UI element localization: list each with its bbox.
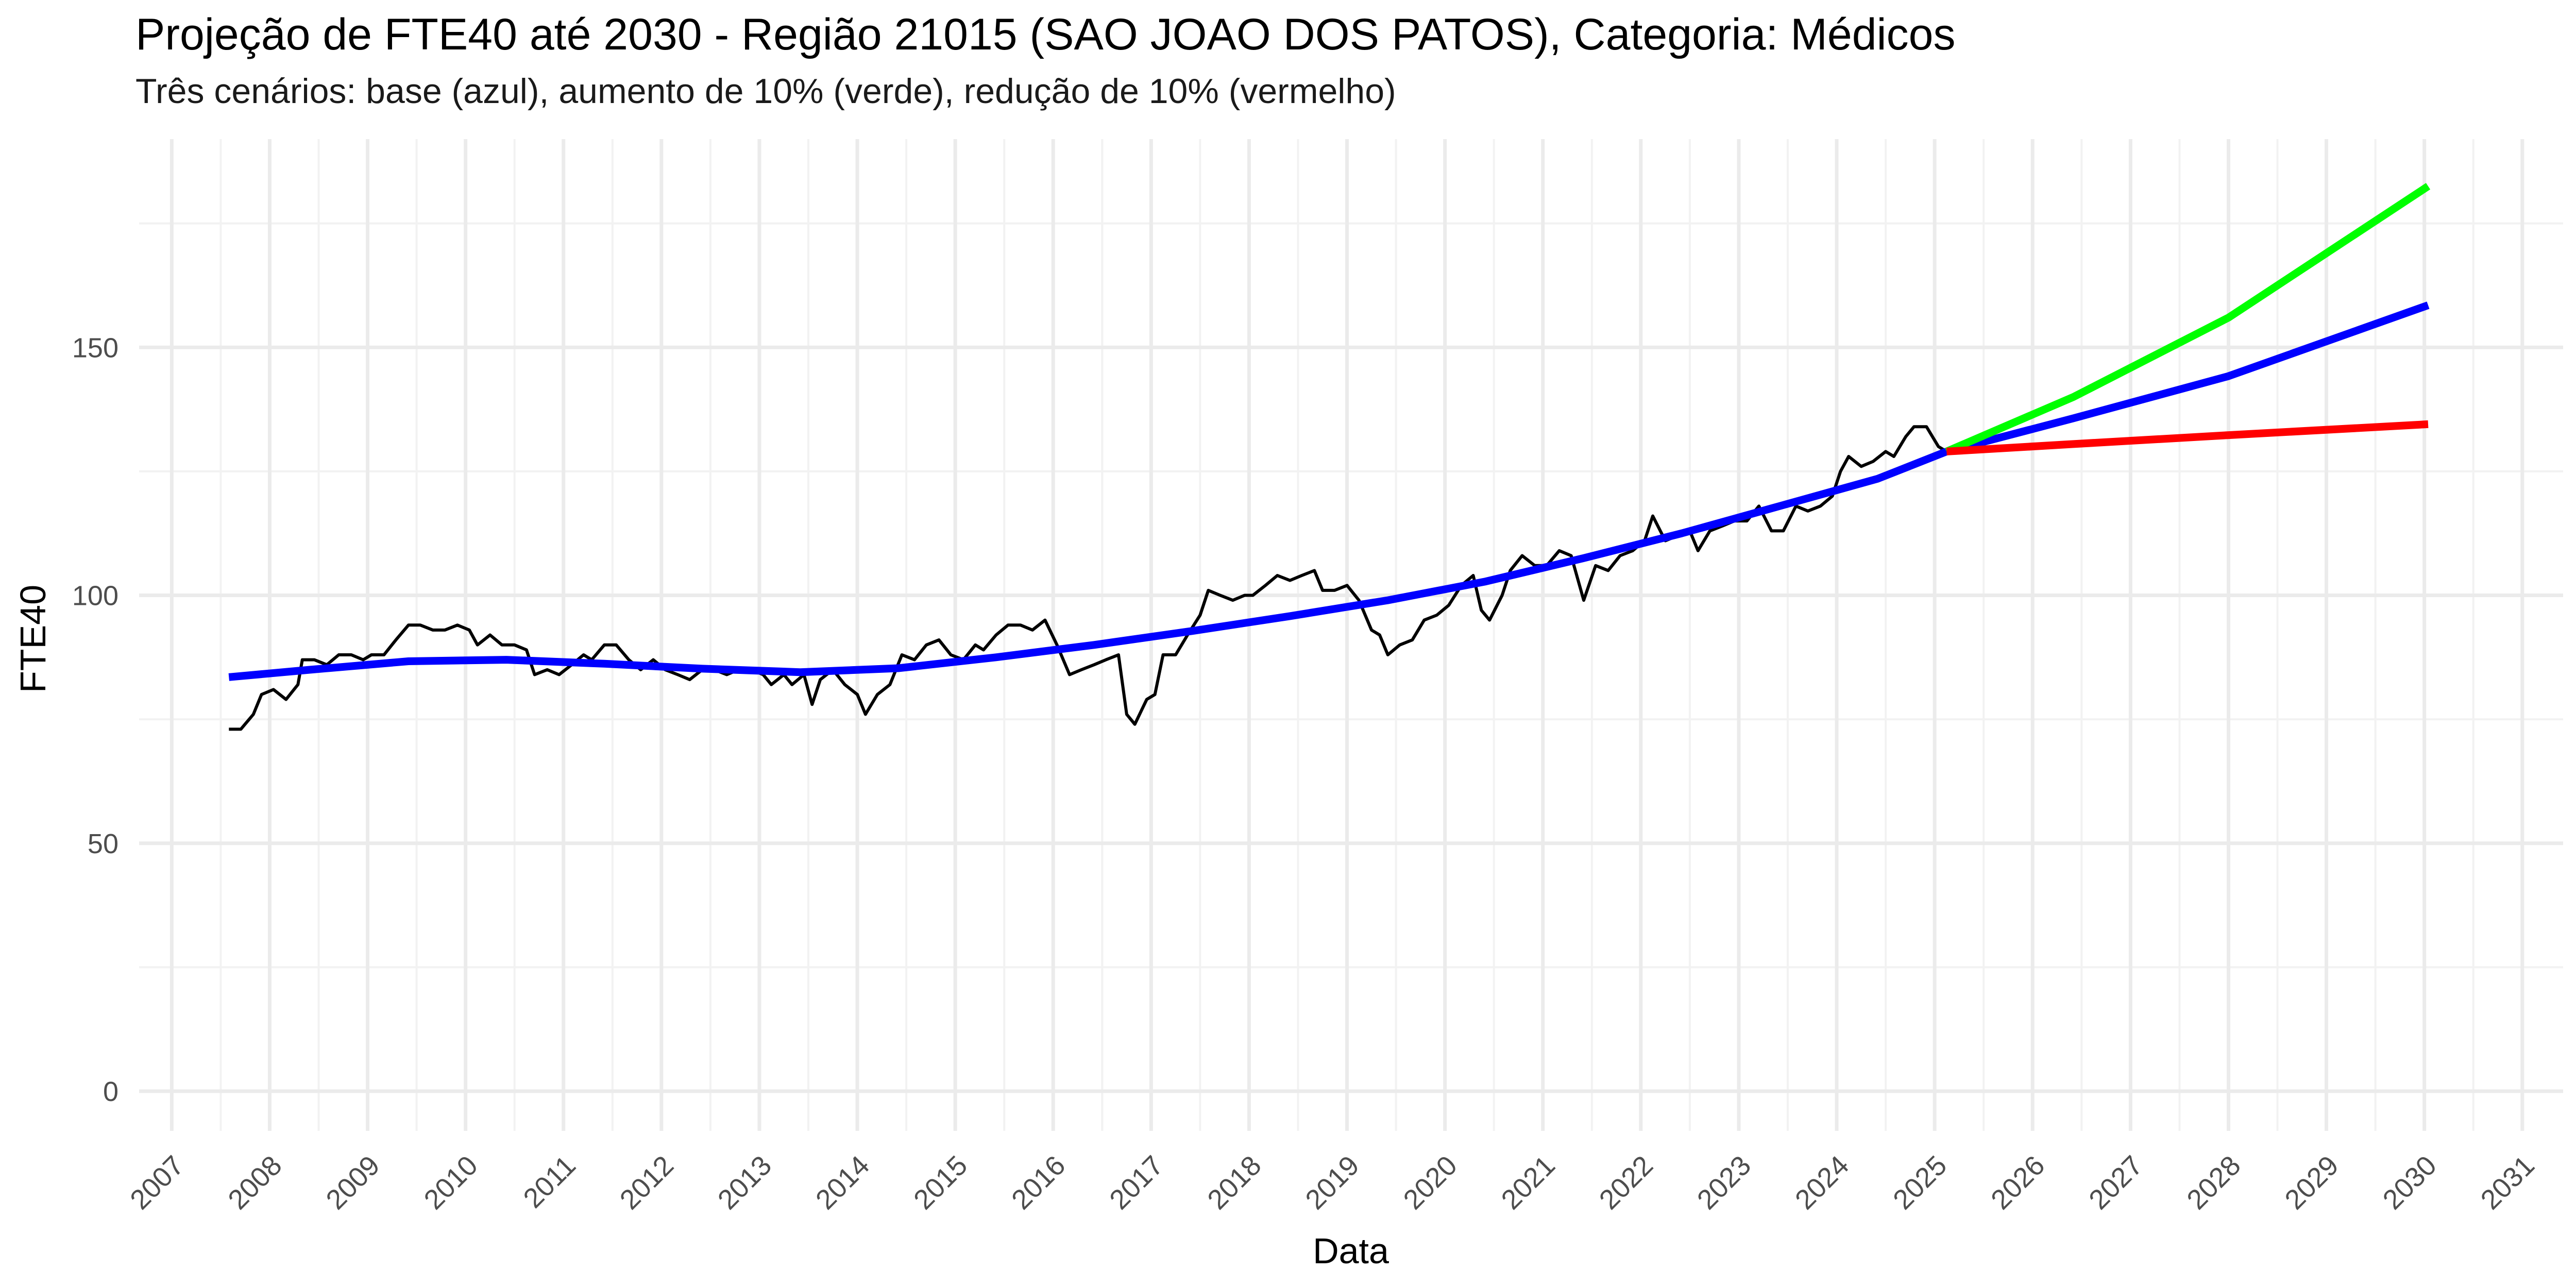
x-tick-label: 2026	[1985, 1150, 2050, 1215]
x-tick-label: 2031	[2475, 1150, 2540, 1215]
series-line-4	[1946, 420, 2429, 455]
x-tick-label: 2019	[1299, 1150, 1365, 1215]
chart-title: Projeção de FTE40 até 2030 - Região 2101…	[135, 10, 1956, 59]
x-tick-label: 2021	[1496, 1150, 1561, 1215]
x-tick-label: 2024	[1789, 1150, 1855, 1215]
x-tick-label: 2030	[2377, 1150, 2443, 1215]
x-tick-label: 2029	[2279, 1150, 2344, 1215]
grid-minor	[139, 139, 2563, 1131]
x-tick-label: 2014	[810, 1150, 875, 1215]
chart-subtitle: Três cenários: base (azul), aumento de 1…	[135, 72, 1396, 111]
x-tick-label: 2016	[1006, 1150, 1071, 1215]
x-tick-label: 2010	[418, 1150, 484, 1215]
y-tick-label: 150	[72, 332, 118, 363]
x-tick-label: 2025	[1887, 1150, 1953, 1215]
y-tick-labels: 0 50 100 150	[72, 332, 118, 1107]
series-line-3	[1945, 183, 2431, 455]
x-tick-labels: 2007 2008 2009 2010 2011 2012 2013 2014 2015 2016…	[124, 1150, 2540, 1215]
x-tick-label: 2027	[2083, 1150, 2148, 1215]
y-tick-label: 0	[103, 1076, 118, 1107]
grid-major	[139, 139, 2563, 1131]
x-tick-label: 2020	[1398, 1150, 1463, 1215]
series-line-2	[1945, 301, 2430, 455]
y-axis-title: FTE40	[13, 585, 53, 693]
x-tick-label: 2013	[712, 1150, 777, 1215]
series-line-1	[228, 448, 1948, 681]
x-tick-label: 2023	[1691, 1150, 1757, 1215]
x-tick-label: 2009	[320, 1150, 385, 1215]
x-tick-label: 2008	[222, 1150, 287, 1215]
x-tick-label: 2012	[614, 1150, 680, 1215]
series-group	[228, 183, 2431, 731]
x-tick-label: 2028	[2181, 1150, 2246, 1215]
x-tick-label: 2015	[908, 1150, 973, 1215]
x-axis-title: Data	[1313, 1231, 1389, 1271]
x-tick-label: 2011	[517, 1150, 582, 1214]
x-tick-label: 2018	[1201, 1150, 1267, 1215]
x-tick-label: 2007	[124, 1150, 190, 1215]
x-tick-label: 2022	[1594, 1150, 1659, 1215]
y-tick-label: 50	[88, 828, 118, 859]
y-tick-label: 100	[72, 581, 118, 612]
x-tick-label: 2017	[1104, 1150, 1169, 1215]
